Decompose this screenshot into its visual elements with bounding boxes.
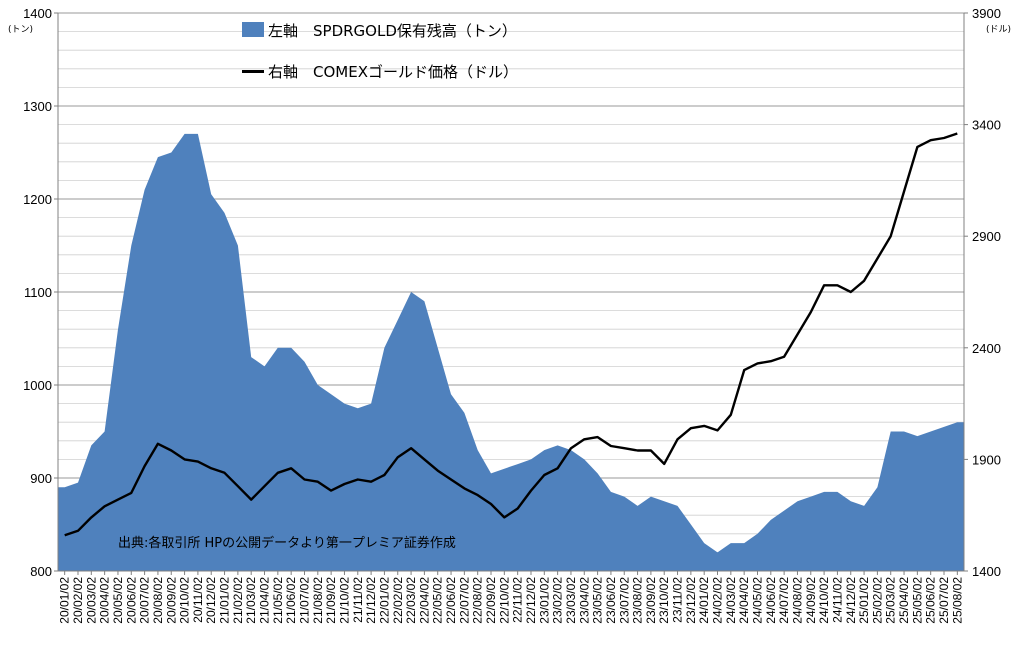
left-tick-label: 1400 bbox=[23, 6, 52, 21]
x-tick-label: 22/08/02 bbox=[471, 577, 485, 624]
right-tick-label: 1900 bbox=[972, 452, 1001, 467]
x-tick-label: 20/04/02 bbox=[98, 577, 112, 624]
x-tick-label: 24/05/02 bbox=[750, 577, 764, 624]
x-tick-label: 25/02/02 bbox=[870, 577, 884, 624]
x-tick-label: 22/02/02 bbox=[391, 577, 405, 624]
legend-label-area: 左軸 SPDRGOLD保有残高（トン） bbox=[268, 22, 517, 40]
x-tick-label: 21/02/02 bbox=[231, 577, 245, 624]
x-tick-label: 24/11/02 bbox=[830, 577, 844, 623]
x-tick-label: 25/06/02 bbox=[924, 577, 938, 624]
x-tick-label: 20/02/02 bbox=[71, 577, 85, 624]
right-tick-label: 1400 bbox=[972, 564, 1001, 579]
x-tick-label: 22/06/02 bbox=[444, 577, 458, 624]
x-tick-label: 21/04/02 bbox=[258, 577, 272, 624]
x-tick-label: 23/10/02 bbox=[657, 577, 671, 624]
x-tick-label: 25/01/02 bbox=[857, 577, 871, 624]
x-tick-label: 23/02/02 bbox=[551, 577, 565, 624]
x-tick-label: 20/10/02 bbox=[178, 577, 192, 624]
x-tick-label: 20/09/02 bbox=[164, 577, 178, 624]
x-tick-label: 23/09/02 bbox=[644, 577, 658, 624]
legend-label-line: 右軸 COMEXゴールド価格（ドル） bbox=[268, 63, 518, 81]
x-tick-label: 20/05/02 bbox=[111, 577, 125, 624]
x-tick-label: 24/03/02 bbox=[724, 577, 738, 624]
x-tick-label: 21/05/02 bbox=[271, 577, 285, 624]
x-tick-label: 21/09/02 bbox=[324, 577, 338, 624]
x-tick-label: 25/04/02 bbox=[897, 577, 911, 624]
area-series-layer bbox=[58, 133, 964, 571]
x-tick-label: 24/12/02 bbox=[844, 577, 858, 624]
left-tick-label: 1100 bbox=[24, 285, 52, 300]
x-tick-label: 22/11/02 bbox=[511, 577, 525, 623]
x-tick-label: 23/12/02 bbox=[684, 577, 698, 624]
x-tick-label: 21/12/02 bbox=[364, 577, 378, 624]
x-tick-label: 24/01/02 bbox=[697, 577, 711, 624]
x-tick-label: 22/10/02 bbox=[497, 577, 511, 624]
x-tick-label: 24/08/02 bbox=[790, 577, 804, 624]
x-tick-label: 23/07/02 bbox=[617, 577, 631, 624]
left-tick-label: 900 bbox=[30, 471, 52, 486]
x-tick-label: 25/03/02 bbox=[884, 577, 898, 624]
line-comex-gold-price bbox=[64, 132, 958, 537]
left-tick-label: 1000 bbox=[23, 378, 52, 393]
x-tick-label: 25/07/02 bbox=[937, 577, 951, 624]
x-tick-label: 22/01/02 bbox=[377, 577, 391, 624]
x-tick-label: 23/06/02 bbox=[604, 577, 618, 624]
x-tick-label: 24/10/02 bbox=[817, 577, 831, 624]
x-tick-label: 20/01/02 bbox=[58, 577, 72, 624]
x-tick-label: 21/11/02 bbox=[351, 577, 365, 623]
x-tick-label: 21/07/02 bbox=[297, 577, 311, 624]
x-tick-label: 25/05/02 bbox=[910, 577, 924, 624]
x-tick-label: 21/06/02 bbox=[284, 577, 298, 624]
left-tick-label: 800 bbox=[30, 564, 52, 579]
x-tick-label: 22/12/02 bbox=[524, 577, 538, 624]
right-tick-label: 2400 bbox=[972, 341, 1001, 356]
x-tick-label: 20/08/02 bbox=[151, 577, 165, 624]
x-tick-label: 21/03/02 bbox=[244, 577, 258, 624]
area-spdr-holdings bbox=[58, 133, 964, 571]
left-tick-label: 1200 bbox=[23, 192, 52, 207]
right-axis-ticks: 1400 1900 2400 2900 3400 3900 bbox=[964, 6, 1001, 579]
right-tick-label: 3900 bbox=[972, 6, 1001, 21]
x-tick-label: 23/04/02 bbox=[577, 577, 591, 624]
x-tick-label: 24/07/02 bbox=[777, 577, 791, 624]
x-tick-label: 23/05/02 bbox=[591, 577, 605, 624]
right-tick-label: 2900 bbox=[972, 229, 1001, 244]
legend: 左軸 SPDRGOLD保有残高（トン） 右軸 COMEXゴールド価格（ドル） bbox=[242, 22, 518, 81]
x-tick-label: 20/11/02 bbox=[191, 577, 205, 623]
x-tick-label: 22/05/02 bbox=[431, 577, 445, 624]
x-tick-label: 24/02/02 bbox=[711, 577, 725, 624]
x-tick-label: 21/10/02 bbox=[337, 577, 351, 624]
x-tick-label: 20/12/02 bbox=[204, 577, 218, 624]
x-tick-label: 22/07/02 bbox=[457, 577, 471, 624]
x-tick-label: 20/06/02 bbox=[124, 577, 138, 624]
x-tick-label: 24/06/02 bbox=[764, 577, 778, 624]
x-tick-label: 20/03/02 bbox=[84, 577, 98, 624]
x-tick-label: 23/01/02 bbox=[537, 577, 551, 624]
source-note: 出典:各取引所 HPの公開データより第一プレミア証券作成 bbox=[118, 535, 456, 551]
x-tick-label: 20/07/02 bbox=[138, 577, 152, 624]
x-tick-label: 21/01/02 bbox=[218, 577, 232, 624]
x-axis-ticks: 20/01/02 20/02/02 20/03/02 20/04/02 20/05/02… bbox=[58, 571, 964, 624]
legend-swatch-area bbox=[242, 22, 264, 37]
x-tick-label: 22/09/02 bbox=[484, 577, 498, 624]
right-axis-unit: (ドル) bbox=[986, 25, 1011, 35]
x-tick-label: 24/04/02 bbox=[737, 577, 751, 624]
x-tick-label: 22/03/02 bbox=[404, 577, 418, 624]
x-tick-label: 23/11/02 bbox=[671, 577, 685, 623]
line-series-layer bbox=[64, 132, 958, 537]
x-tick-label: 23/03/02 bbox=[564, 577, 578, 624]
x-tick-label: 23/08/02 bbox=[631, 577, 645, 624]
right-tick-label: 3400 bbox=[972, 118, 1001, 133]
x-tick-label: 25/08/02 bbox=[950, 577, 964, 624]
x-tick-label: 24/09/02 bbox=[804, 577, 818, 624]
legend-swatch-line bbox=[242, 70, 264, 73]
x-tick-label: 22/04/02 bbox=[417, 577, 431, 624]
left-axis-ticks: 800 900 1000 1100 1200 1300 1400 bbox=[23, 6, 58, 579]
x-tick-label: 21/08/02 bbox=[311, 577, 325, 624]
left-tick-label: 1300 bbox=[23, 99, 52, 114]
left-axis-unit: (トン) bbox=[8, 25, 33, 35]
